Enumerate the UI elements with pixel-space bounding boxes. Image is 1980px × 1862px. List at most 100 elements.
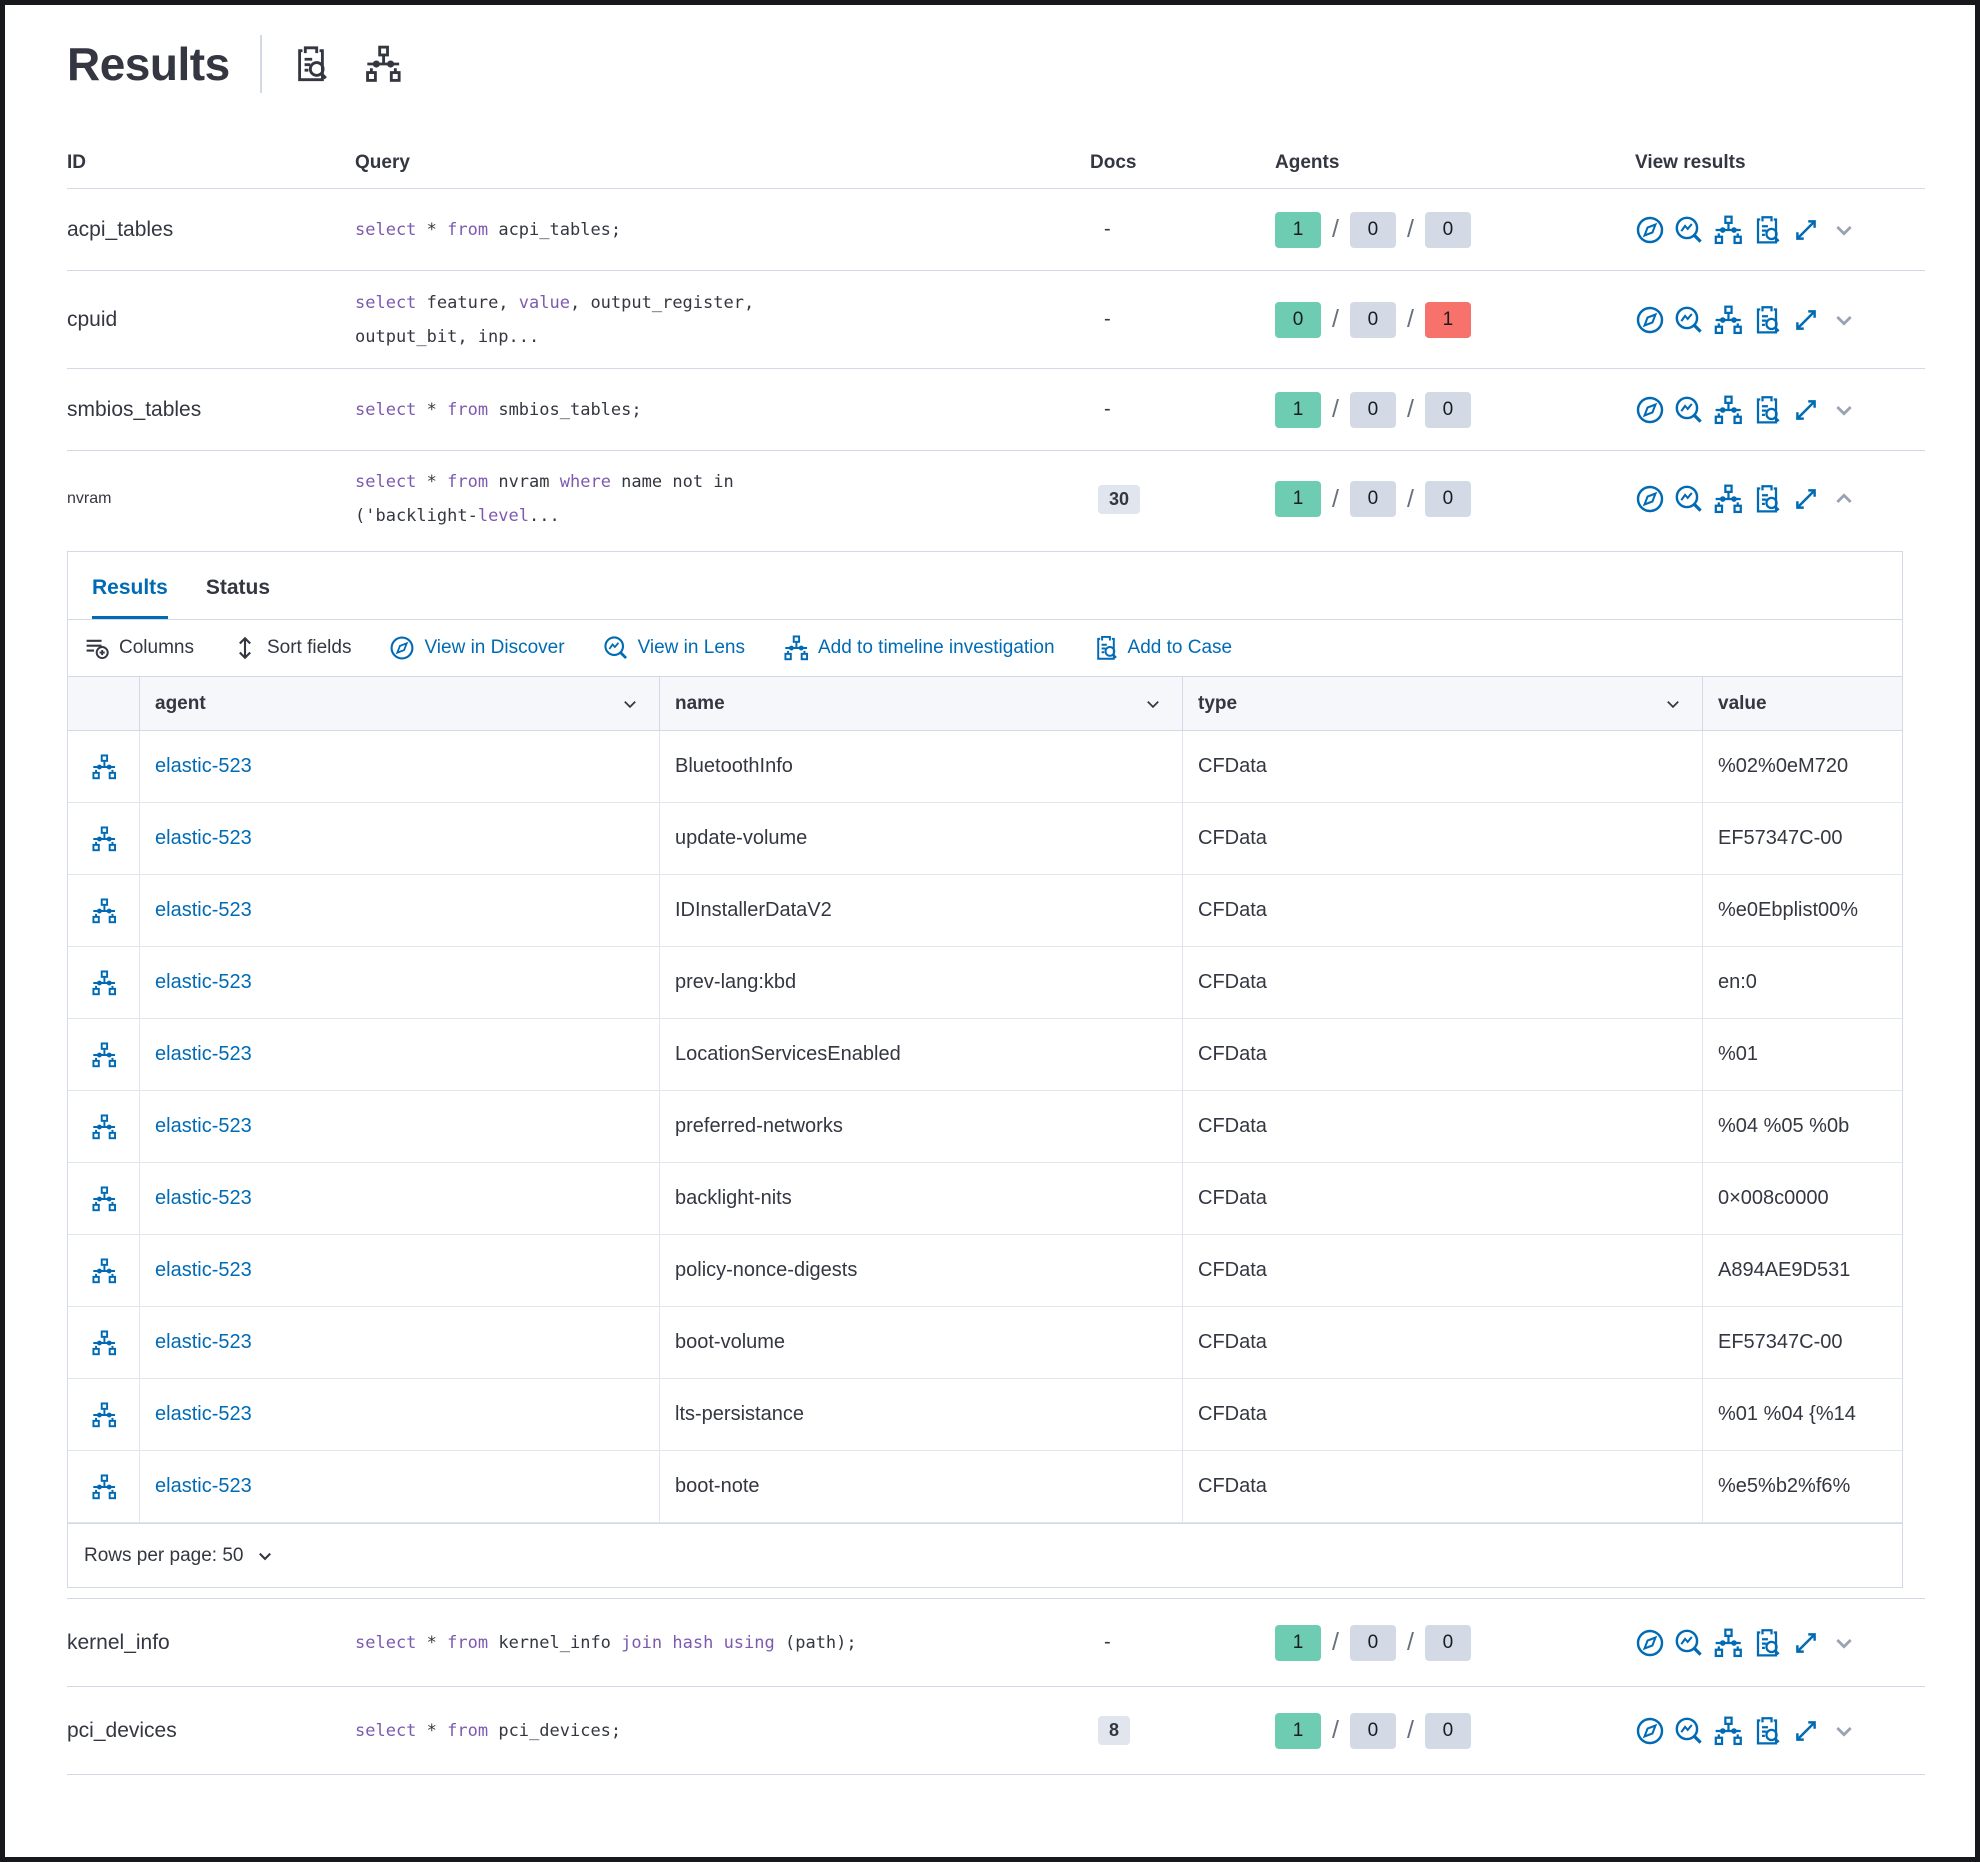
cell-agent[interactable]: elastic-523 — [140, 875, 660, 946]
view-in-discover-button[interactable]: View in Discover — [389, 635, 565, 661]
agent-link[interactable]: elastic-523 — [155, 1259, 252, 1281]
discover-icon[interactable] — [1635, 305, 1665, 335]
lens-icon[interactable] — [1674, 215, 1704, 245]
chevron-down-icon[interactable] — [1830, 1629, 1858, 1657]
case-icon — [1096, 635, 1117, 660]
page-header: Results — [67, 35, 1925, 93]
chevron-up-icon[interactable] — [1830, 485, 1858, 513]
grid-header-agent[interactable]: agent — [140, 677, 660, 730]
lens-icon[interactable] — [1674, 395, 1704, 425]
timeline-icon[interactable] — [1713, 395, 1743, 425]
cell-agent[interactable]: elastic-523 — [140, 1235, 660, 1306]
rows-per-page-control[interactable]: Rows per page: 50 — [68, 1523, 1902, 1587]
agent-link[interactable]: elastic-523 — [155, 1403, 252, 1425]
expand-icon[interactable] — [1791, 215, 1821, 245]
agent-link[interactable]: elastic-523 — [155, 1187, 252, 1209]
inspect-icon[interactable] — [292, 45, 330, 83]
agents-pending-badge: 0 — [1349, 1712, 1396, 1749]
timeline-icon[interactable] — [68, 803, 140, 874]
inspect-icon[interactable] — [1752, 305, 1782, 335]
grid-row: elastic-523 backlight-nits CFData 0×008c000… — [68, 1163, 1902, 1235]
cell-type: CFData — [1183, 1379, 1703, 1450]
chevron-down-icon[interactable] — [1830, 396, 1858, 424]
timeline-icon[interactable] — [1713, 484, 1743, 514]
agents-failed-badge: 0 — [1424, 1712, 1471, 1749]
lens-icon[interactable] — [1674, 1628, 1704, 1658]
timeline-icon[interactable] — [1713, 215, 1743, 245]
expand-icon[interactable] — [1791, 1628, 1821, 1658]
timeline-icon[interactable] — [68, 1235, 140, 1306]
timeline-icon[interactable] — [68, 1379, 140, 1450]
view-in-lens-button[interactable]: View in Lens — [603, 635, 745, 661]
cell-agent[interactable]: elastic-523 — [140, 1163, 660, 1234]
agent-link[interactable]: elastic-523 — [155, 971, 252, 993]
timeline-icon[interactable] — [68, 1019, 140, 1090]
chevron-down-icon[interactable] — [1830, 306, 1858, 334]
grid-header-value[interactable]: value — [1718, 692, 1767, 714]
cell-agent[interactable]: elastic-523 — [140, 947, 660, 1018]
lens-icon[interactable] — [1674, 484, 1704, 514]
cell-type: CFData — [1183, 1307, 1703, 1378]
grid-header-type[interactable]: type — [1183, 677, 1703, 730]
agents-success-badge: 0 — [1275, 301, 1321, 338]
cell-agent[interactable]: elastic-523 — [140, 731, 660, 802]
timeline-icon[interactable] — [1713, 1716, 1743, 1746]
grid-header-name[interactable]: name — [660, 677, 1183, 730]
inspect-icon[interactable] — [1752, 1628, 1782, 1658]
agent-link[interactable]: elastic-523 — [155, 827, 252, 849]
tab-results[interactable]: Results — [92, 576, 168, 619]
grid-header-row: agent name type — [68, 677, 1902, 731]
agent-link[interactable]: elastic-523 — [155, 1115, 252, 1137]
timeline-icon[interactable] — [68, 947, 140, 1018]
expand-icon[interactable] — [1791, 395, 1821, 425]
cell-agent[interactable]: elastic-523 — [140, 1307, 660, 1378]
agent-link[interactable]: elastic-523 — [155, 1331, 252, 1353]
agents-pending-badge: 0 — [1349, 481, 1396, 517]
agent-link[interactable]: elastic-523 — [155, 1043, 252, 1065]
discover-icon[interactable] — [1635, 215, 1665, 245]
agent-link[interactable]: elastic-523 — [155, 899, 252, 921]
timeline-icon[interactable] — [1713, 1628, 1743, 1658]
agents-failed-badge: 0 — [1424, 391, 1471, 428]
cell-type: CFData — [1183, 1235, 1703, 1306]
timeline-icon[interactable] — [68, 875, 140, 946]
discover-icon[interactable] — [1635, 484, 1665, 514]
timeline-icon[interactable] — [68, 1307, 140, 1378]
inspect-icon[interactable] — [1752, 1716, 1782, 1746]
add-to-case-button[interactable]: Add to Case — [1093, 635, 1232, 661]
tab-status[interactable]: Status — [205, 576, 271, 599]
cell-agent[interactable]: elastic-523 — [140, 1451, 660, 1522]
discover-icon[interactable] — [1635, 1716, 1665, 1746]
expand-icon[interactable] — [1791, 1716, 1821, 1746]
lens-icon[interactable] — [1674, 305, 1704, 335]
cell-agent[interactable]: elastic-523 — [140, 1019, 660, 1090]
add-to-timeline-button[interactable]: Add to timeline investigation — [783, 635, 1055, 661]
discover-icon[interactable] — [1635, 395, 1665, 425]
timeline-icon[interactable] — [1713, 305, 1743, 335]
chevron-down-icon[interactable] — [1830, 1717, 1858, 1745]
lens-icon[interactable] — [1674, 1716, 1704, 1746]
columns-button[interactable]: Columns — [84, 635, 194, 661]
timeline-icon[interactable] — [68, 731, 140, 802]
cell-agent[interactable]: elastic-523 — [140, 1379, 660, 1450]
discover-icon[interactable] — [1635, 1628, 1665, 1658]
docs-count: - — [1104, 1631, 1111, 1653]
query-sql: select * from smbios_tables; — [355, 399, 642, 420]
inspect-icon[interactable] — [1752, 484, 1782, 514]
agent-link[interactable]: elastic-523 — [155, 1475, 252, 1497]
cell-agent[interactable]: elastic-523 — [140, 1091, 660, 1162]
timeline-icon[interactable] — [364, 45, 402, 83]
inspect-icon[interactable] — [1752, 215, 1782, 245]
timeline-icon[interactable] — [68, 1091, 140, 1162]
inspect-icon[interactable] — [1752, 395, 1782, 425]
timeline-icon[interactable] — [68, 1163, 140, 1234]
expand-icon[interactable] — [1791, 484, 1821, 514]
agent-link[interactable]: elastic-523 — [155, 755, 252, 777]
queries-table-header: ID Query Docs Agents View results — [67, 137, 1925, 189]
sort-fields-button[interactable]: Sort fields — [232, 635, 351, 661]
chevron-down-icon[interactable] — [1830, 216, 1858, 244]
timeline-icon[interactable] — [68, 1451, 140, 1522]
cell-agent[interactable]: elastic-523 — [140, 803, 660, 874]
expand-icon[interactable] — [1791, 305, 1821, 335]
columns-icon — [86, 639, 109, 660]
